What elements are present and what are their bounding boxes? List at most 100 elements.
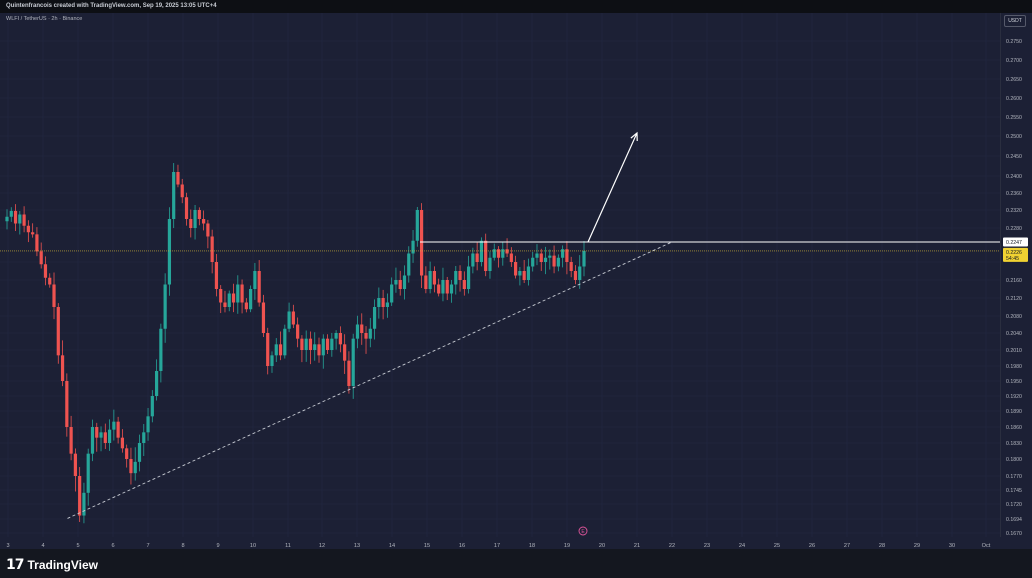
- candle: [360, 313, 364, 345]
- chart-pane[interactable]: E: [0, 13, 1000, 537]
- candle-body: [535, 253, 539, 258]
- currency-badge[interactable]: USDT: [1004, 15, 1026, 27]
- candle-body: [210, 236, 214, 262]
- candle: [125, 444, 129, 468]
- candle-body: [107, 429, 112, 443]
- price-axis-svg: 0.2750 0.2700 0.2650 0.2600 0.2550 0.2500 0.24…: [1003, 39, 1028, 537]
- candle: [377, 287, 381, 319]
- candle: [231, 283, 236, 313]
- resistance-badge-text: 0.2247: [1006, 240, 1022, 246]
- time-axis[interactable]: 3 4 5 6 7 8 9 10 11 12 13 14 15 16 17 18 19 20 21 22 23 24 25 2…: [0, 537, 1032, 549]
- candle: [154, 359, 159, 401]
- price-tick: 0.1770: [1006, 474, 1022, 480]
- candle: [65, 373, 69, 437]
- tradingview-brand: TradingView: [27, 558, 98, 572]
- candle: [535, 244, 539, 266]
- candle: [142, 423, 146, 457]
- candle: [394, 267, 398, 293]
- candle: [462, 271, 466, 296]
- candle: [364, 326, 368, 354]
- candle-body: [95, 427, 99, 438]
- candle-body: [496, 249, 501, 258]
- candle: [22, 206, 26, 233]
- candle-body: [505, 249, 509, 254]
- candle: [167, 207, 172, 296]
- candle-body: [514, 262, 518, 276]
- date-tick: 11: [285, 543, 291, 549]
- candle: [150, 390, 154, 423]
- price-tick: 0.1980: [1006, 364, 1022, 370]
- candle-body: [43, 264, 48, 278]
- candle: [133, 447, 137, 481]
- candle-body: [60, 355, 65, 381]
- candlestick-chart[interactable]: E: [0, 13, 1000, 537]
- candle-body: [573, 271, 578, 280]
- candle: [176, 164, 180, 188]
- candle-body: [167, 219, 172, 285]
- candle-body: [78, 476, 82, 516]
- price-tick: 0.2600: [1006, 96, 1022, 102]
- price-tick: 0.2650: [1006, 77, 1022, 83]
- candle: [441, 267, 445, 302]
- tradingview-logo[interactable]: 17 TradingView: [6, 557, 98, 573]
- arrow-head: [630, 131, 638, 141]
- candle-body: [86, 453, 90, 493]
- price-axis[interactable]: 0.2750 0.2700 0.2650 0.2600 0.2550 0.2500 0.24…: [1000, 13, 1032, 537]
- candle: [467, 255, 471, 294]
- candle: [330, 332, 334, 357]
- candle-body: [385, 302, 389, 307]
- date-tick: 26: [809, 543, 815, 549]
- candle-body: [278, 344, 283, 356]
- candle-body: [90, 427, 95, 454]
- candle: [56, 303, 60, 364]
- candle: [159, 323, 163, 383]
- candle-body: [197, 210, 201, 219]
- candle-body: [18, 214, 22, 224]
- ascending-trendline[interactable]: [67, 241, 673, 519]
- earnings-event-marker[interactable]: E: [578, 526, 588, 536]
- candle-body: [338, 333, 342, 345]
- date-tick: 4: [41, 543, 44, 549]
- candle-body: [531, 257, 535, 267]
- candle-body: [355, 324, 360, 339]
- candle: [86, 448, 90, 506]
- countdown-text: 54:45: [1006, 256, 1019, 262]
- candle-body: [462, 280, 466, 289]
- candle-body: [283, 328, 287, 356]
- candle-body: [411, 240, 415, 254]
- arrow-shaft: [587, 132, 638, 243]
- candle-body: [189, 219, 193, 228]
- candle-body: [360, 324, 364, 333]
- candle-body: [347, 360, 351, 386]
- price-tick: 0.2280: [1006, 226, 1022, 232]
- footer: [0, 549, 1032, 578]
- candle: [475, 242, 479, 271]
- candle: [428, 261, 432, 294]
- candle: [338, 326, 342, 353]
- candle: [390, 277, 394, 306]
- candle: [137, 434, 142, 472]
- candle-body: [390, 284, 394, 303]
- candle: [561, 245, 565, 268]
- candle: [449, 279, 454, 303]
- candle-body: [236, 284, 240, 303]
- candle: [522, 259, 526, 283]
- price-tick: 0.2400: [1006, 174, 1022, 180]
- date-tick: 24: [739, 543, 745, 549]
- candle-body: [172, 172, 176, 219]
- candle-body: [578, 266, 582, 280]
- candle-body: [317, 344, 321, 356]
- candle-body: [223, 302, 227, 307]
- candle: [355, 315, 360, 349]
- candle: [43, 256, 48, 286]
- candle: [257, 260, 261, 307]
- candle: [253, 262, 257, 300]
- candle: [172, 163, 176, 229]
- candle: [18, 211, 22, 235]
- projection-arrow[interactable]: [587, 131, 638, 243]
- candle: [73, 448, 77, 492]
- candle: [317, 337, 321, 363]
- candle: [103, 423, 107, 449]
- candle-body: [13, 210, 18, 224]
- candle: [278, 331, 283, 361]
